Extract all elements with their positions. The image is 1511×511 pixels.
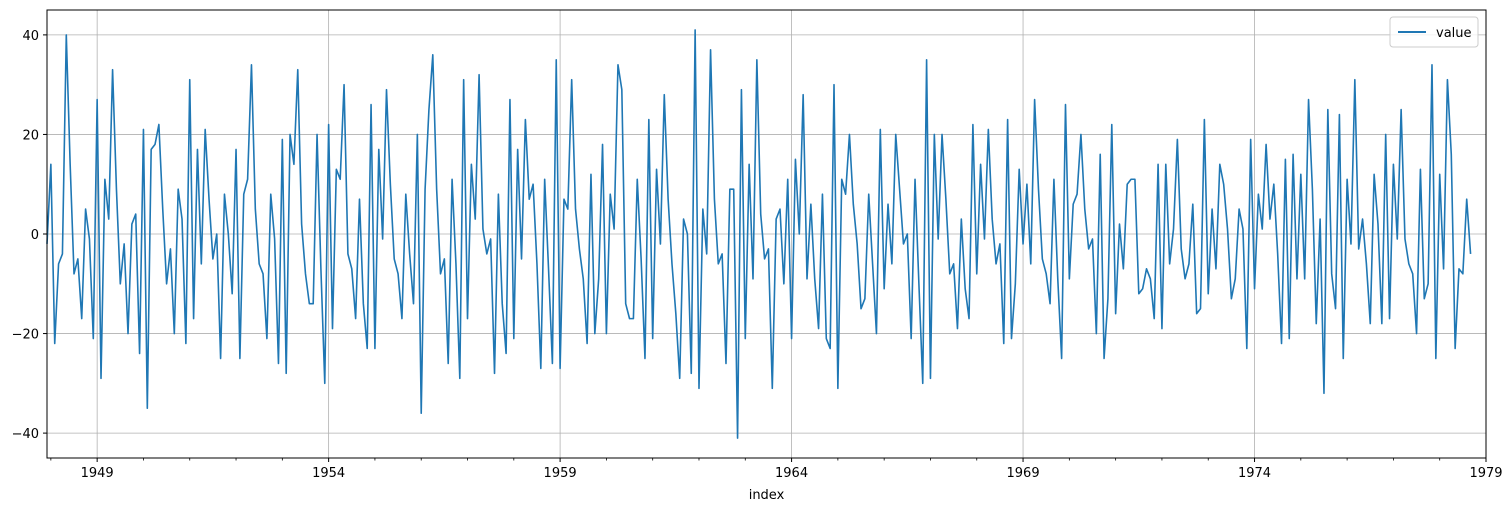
- series-line-value: [46, 29, 1472, 439]
- x-tick-label: 1969: [1007, 466, 1040, 481]
- y-tick-label: 40: [22, 29, 39, 44]
- x-tick-label: 1979: [1469, 466, 1502, 481]
- x-tick-label: 1949: [81, 466, 114, 481]
- y-tick-label: −20: [12, 328, 39, 343]
- y-tick-label: −40: [12, 427, 39, 442]
- legend-box: [1389, 16, 1479, 48]
- grid-layer: [47, 10, 1487, 458]
- x-tick-label: 1959: [544, 466, 577, 481]
- legend: value: [1389, 16, 1479, 48]
- x-tick-label: 1974: [1238, 466, 1271, 481]
- x-axis-label: index: [749, 488, 785, 503]
- x-tick-label: 1954: [312, 466, 345, 481]
- y-tick-label: 20: [22, 128, 39, 143]
- y-tick-label: 0: [31, 228, 39, 243]
- series-layer: [46, 29, 1472, 439]
- legend-label-value: value: [1436, 26, 1472, 41]
- x-tick-label: 1964: [775, 466, 808, 481]
- axis-layer: −40 −20 0 20 40 1949 1954 1959 1964 1969 1974 1979: [12, 29, 1503, 481]
